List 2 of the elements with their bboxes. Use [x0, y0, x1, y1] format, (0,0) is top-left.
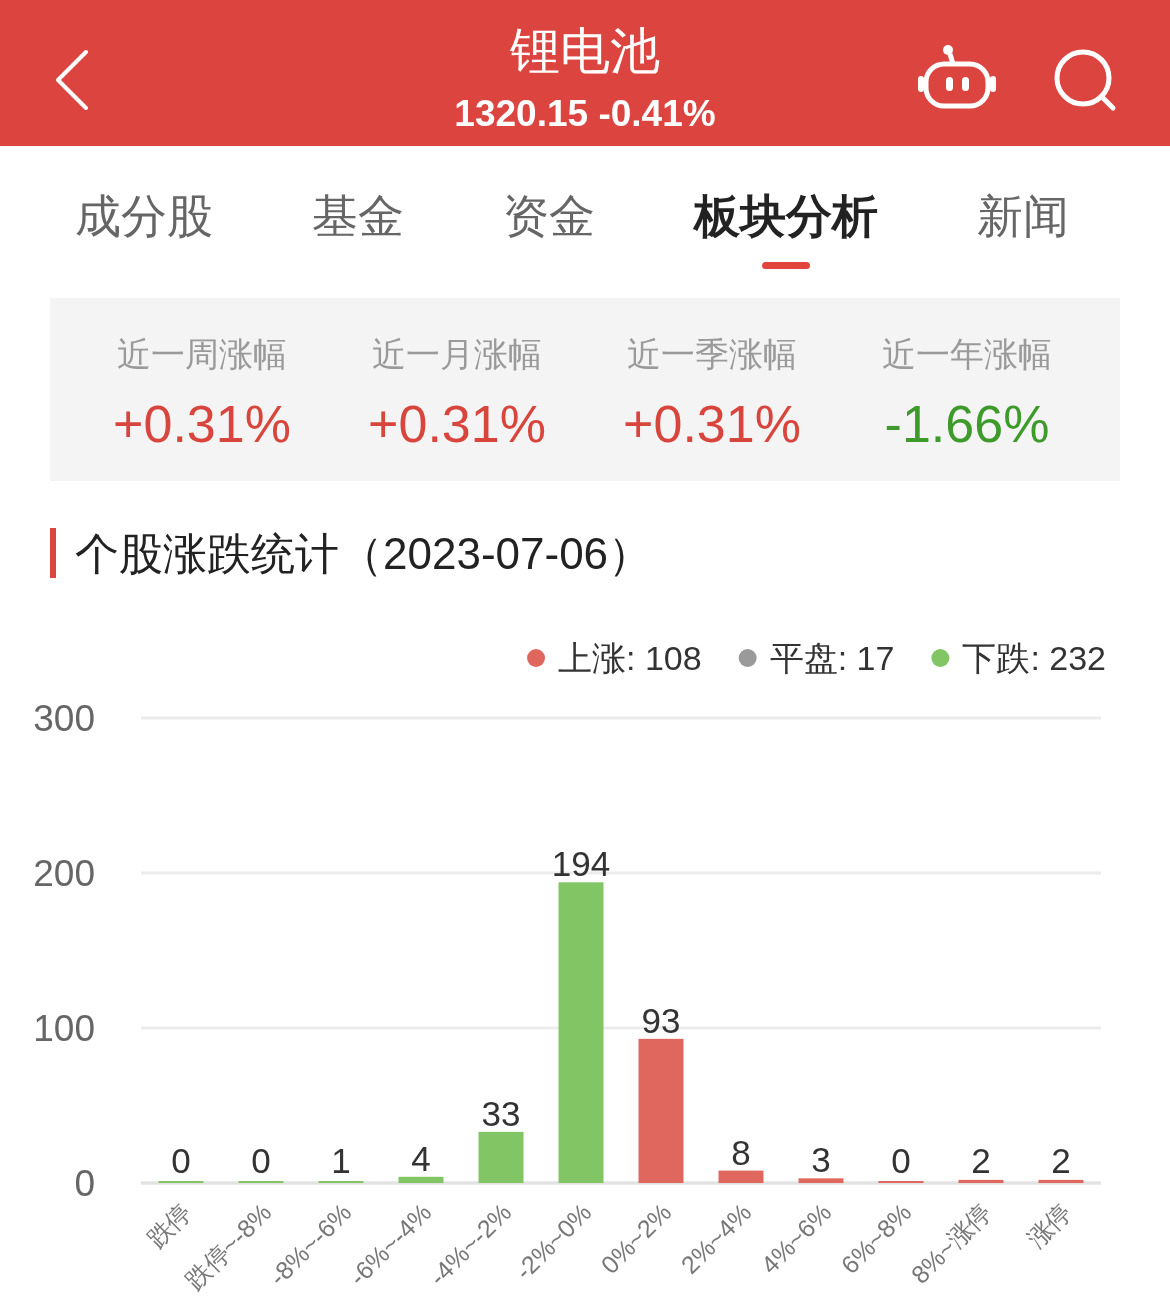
title: 锂电池 — [510, 23, 660, 79]
subtitle: 1320.15 -0.41% — [454, 93, 716, 134]
